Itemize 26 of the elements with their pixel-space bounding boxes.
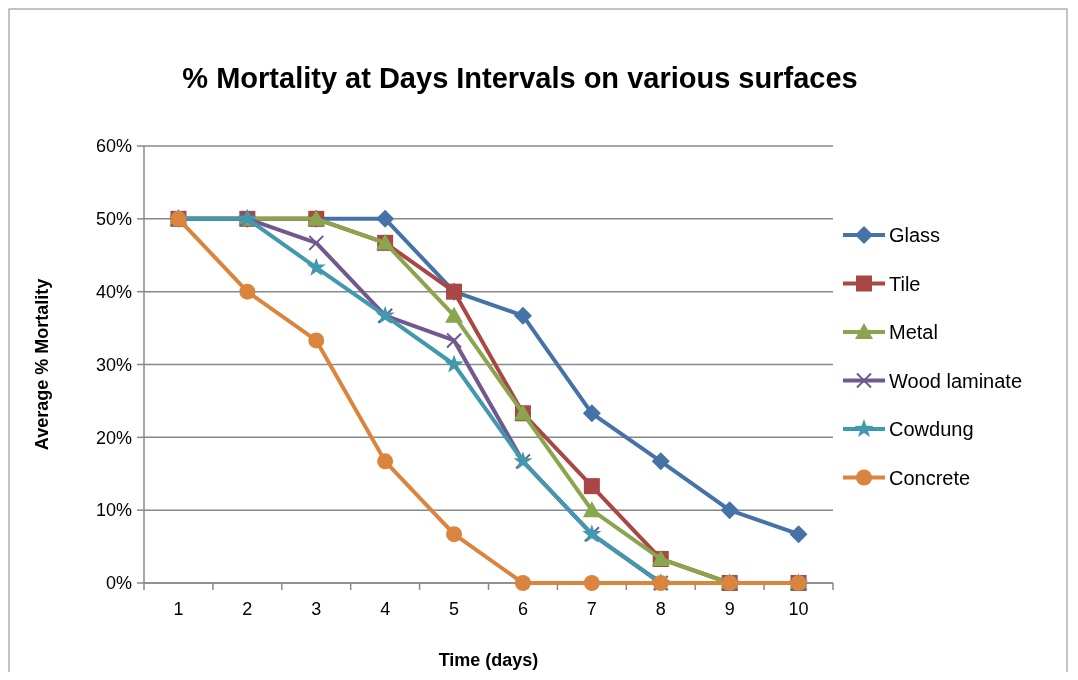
y-tick-label: 30% [95,354,132,375]
y-tick-label: 0% [105,573,132,594]
y-axis-title: Average % Mortality [32,278,52,451]
legend-label: Metal [889,321,938,343]
legend-label: Wood laminate [889,369,1023,392]
x-tick-label: 10 [788,599,809,619]
y-tick-label: 50% [95,209,132,230]
x-tick-label: 7 [586,599,597,619]
x-tick-label: 4 [380,599,391,619]
legend-label: Cowdung [889,418,974,440]
x-tick-label: 5 [449,599,460,619]
x-tick-label: 2 [242,599,253,619]
x-tick-label: 6 [517,599,528,619]
legend-label: Glass [889,224,941,246]
x-tick-label: 3 [311,599,322,619]
y-tick-label: 40% [95,281,132,302]
y-tick-label: 10% [95,500,132,521]
y-tick-label: 20% [95,427,132,448]
chart-title: % Mortality at Days Intervals on various surfaces [182,62,858,94]
legend-label: Tile [889,272,921,295]
y-tick-label: 60% [95,136,132,157]
x-axis-title: Time (days) [438,650,539,670]
x-tick-label: 9 [724,599,735,619]
x-tick-label: 8 [655,599,666,619]
legend-label: Concrete [889,466,971,489]
x-tick-label: 1 [173,599,184,619]
